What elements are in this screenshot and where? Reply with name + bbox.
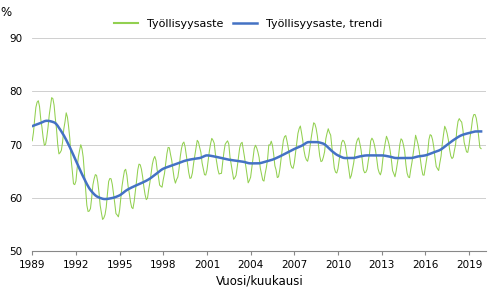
Legend: Työllisyysaste, Työllisyysaste, trendi: Työllisyysaste, Työllisyysaste, trendi xyxy=(114,19,382,29)
Text: %: % xyxy=(0,6,12,19)
X-axis label: Vuosi/kuukausi: Vuosi/kuukausi xyxy=(215,275,303,287)
